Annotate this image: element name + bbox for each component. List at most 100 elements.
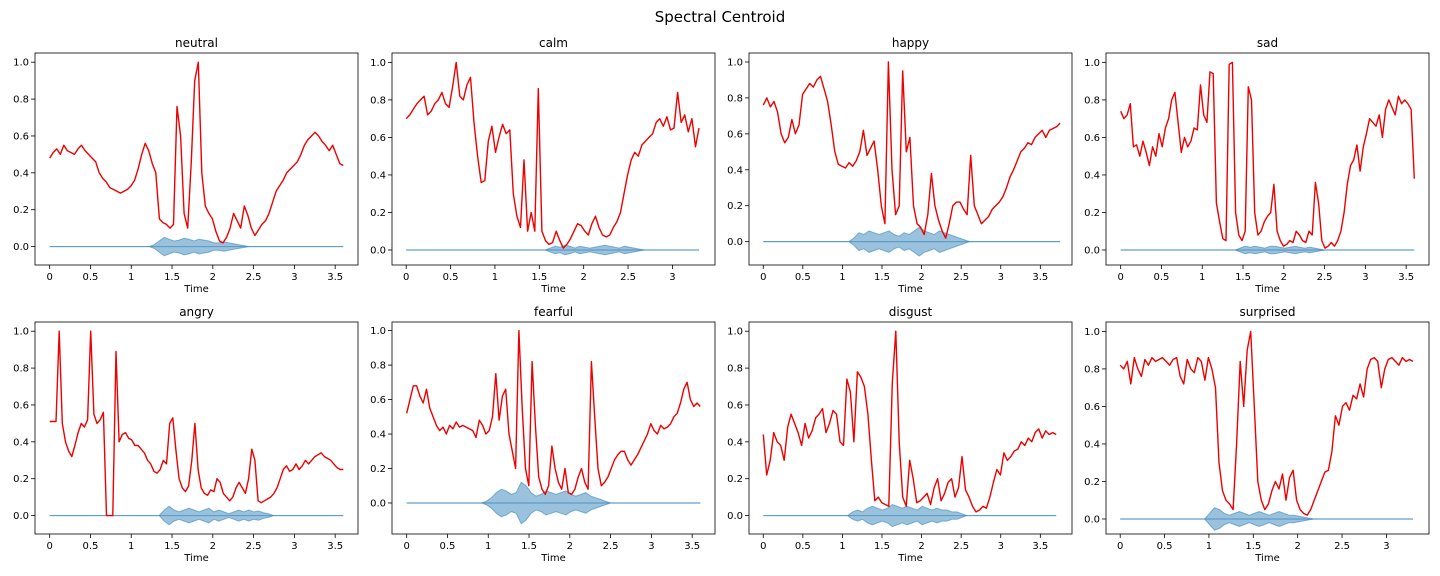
y-tick-label: 0.6 bbox=[727, 400, 743, 411]
x-tick-label: 2.5 bbox=[1334, 541, 1350, 552]
x-tick-label: 3.5 bbox=[684, 541, 700, 552]
y-tick-label: 0.8 bbox=[1084, 95, 1100, 106]
y-tick-label: 0.8 bbox=[370, 361, 386, 372]
x-tick-label: 2.5 bbox=[246, 272, 262, 283]
axes-frame bbox=[1105, 321, 1430, 535]
x-tick-label: 1.5 bbox=[164, 272, 180, 283]
y-tick-label: 0.0 bbox=[13, 242, 29, 253]
y-tick-label: 0.4 bbox=[370, 430, 386, 441]
x-tick-label: 3 bbox=[648, 541, 654, 552]
x-tick-label: 2 bbox=[918, 541, 924, 552]
x-tick-label: 1 bbox=[1199, 272, 1205, 283]
subplot-happy: happy 0 0.5 1 1.5 2 2.5 3 3.5 0.0 0.2 0.4 0.6 0.8 1.0 T… bbox=[727, 36, 1073, 295]
y-tick-label: 0.0 bbox=[1084, 245, 1100, 256]
subplot-title: happy bbox=[892, 36, 929, 50]
x-tick-label: 3 bbox=[291, 541, 297, 552]
y-tick-label: 0.8 bbox=[727, 93, 743, 104]
axes-frame bbox=[34, 52, 359, 266]
x-axis-label: Time bbox=[183, 553, 208, 564]
y-tick-label: 0.4 bbox=[1084, 439, 1100, 450]
y-tick-label: 0.2 bbox=[370, 464, 386, 475]
y-tick-label: 0.6 bbox=[727, 129, 743, 140]
x-tick-label: 2 bbox=[567, 541, 573, 552]
x-tick-label: 3 bbox=[1383, 541, 1389, 552]
centroid-line bbox=[406, 329, 701, 496]
subplot-calm: calm 0 0.5 1 1.5 2 2.5 3 0.0 0.2 0.4 0.6 0.8 1.0 Time bbox=[370, 36, 716, 295]
x-tick-label: 3.5 bbox=[1032, 541, 1048, 552]
y-tick-label: 0.2 bbox=[370, 208, 386, 219]
axes-frame bbox=[391, 321, 716, 535]
x-tick-label: 0.5 bbox=[83, 272, 99, 283]
x-tick-label: 2.5 bbox=[246, 541, 262, 552]
x-tick-label: 0 bbox=[46, 272, 52, 283]
x-axis-label: Time bbox=[540, 284, 565, 295]
y-tick-label: 1.0 bbox=[1084, 58, 1100, 69]
y-tick-label: 0.0 bbox=[727, 511, 743, 522]
plot-area bbox=[406, 329, 701, 525]
x-axis-label: Time bbox=[897, 284, 922, 295]
x-tick-label: 3.5 bbox=[327, 272, 343, 283]
x-tick-label: 2.5 bbox=[1317, 272, 1333, 283]
subplot-title: calm bbox=[539, 36, 568, 50]
x-tick-label: 2.5 bbox=[953, 541, 969, 552]
y-tick-label: 0.8 bbox=[370, 95, 386, 106]
x-tick-label: 0.5 bbox=[83, 541, 99, 552]
x-tick-label: 1 bbox=[128, 272, 134, 283]
y-tick-label: 1.0 bbox=[370, 326, 386, 337]
x-tick-label: 1.5 bbox=[874, 272, 890, 283]
x-axis-label: Time bbox=[1254, 284, 1279, 295]
x-tick-label: 0 bbox=[760, 541, 766, 552]
x-tick-label: 0 bbox=[46, 541, 52, 552]
x-tick-label: 2.5 bbox=[603, 541, 619, 552]
plot-area bbox=[1120, 61, 1415, 255]
x-tick-label: 0 bbox=[760, 272, 766, 283]
plot-area bbox=[1119, 330, 1414, 531]
x-tick-label: 1.5 bbox=[874, 541, 890, 552]
y-tick-label: 0.2 bbox=[727, 201, 743, 212]
axes-frame bbox=[748, 52, 1073, 266]
y-tick-label: 1.0 bbox=[13, 58, 29, 69]
y-tick-label: 0.4 bbox=[1084, 170, 1100, 181]
x-tick-label: 1 bbox=[1206, 541, 1212, 552]
subplot-surprised: surprised 0 0.5 1 1.5 2 2.5 3 0.0 0.2 0.4 0.6 0.8 1.0… bbox=[1084, 305, 1430, 564]
x-tick-label: 3.5 bbox=[327, 541, 343, 552]
x-tick-label: 2 bbox=[1281, 272, 1287, 283]
y-tick-label: 0.0 bbox=[727, 237, 743, 248]
x-tick-label: 2 bbox=[580, 272, 586, 283]
subplot-sad: sad 0 0.5 1 1.5 2 2.5 3 3.5 0.0 0.2 0.4 0.6 0.8 1.0 Tim… bbox=[1084, 36, 1430, 295]
y-tick-label: 0.2 bbox=[1084, 477, 1100, 488]
x-axis-label: Time bbox=[183, 284, 208, 295]
x-tick-label: 0.5 bbox=[440, 541, 456, 552]
x-tick-label: 1.5 bbox=[521, 541, 537, 552]
x-tick-label: 2 bbox=[918, 272, 924, 283]
axes-frame bbox=[748, 321, 1073, 535]
x-tick-label: 0 bbox=[1117, 541, 1123, 552]
x-tick-label: 2 bbox=[210, 272, 216, 283]
y-tick-label: 1.0 bbox=[727, 327, 743, 338]
y-tick-label: 0.4 bbox=[727, 165, 743, 176]
axes-frame bbox=[34, 321, 359, 535]
x-tick-label: 2 bbox=[210, 541, 216, 552]
y-tick-label: 0.4 bbox=[370, 170, 386, 181]
y-tick-label: 0.2 bbox=[1084, 208, 1100, 219]
x-tick-label: 2 bbox=[1294, 541, 1300, 552]
axes-frame bbox=[1105, 52, 1430, 266]
x-tick-label: 0.5 bbox=[443, 272, 459, 283]
x-tick-label: 1 bbox=[485, 541, 491, 552]
y-tick-label: 0.0 bbox=[1084, 514, 1100, 525]
y-tick-label: 0.6 bbox=[1084, 402, 1100, 413]
x-tick-label: 0 bbox=[403, 541, 409, 552]
centroid-line bbox=[762, 330, 1057, 513]
x-tick-label: 3.5 bbox=[1032, 272, 1048, 283]
subplot-title: angry bbox=[179, 305, 214, 319]
y-tick-label: 1.0 bbox=[13, 327, 29, 338]
y-tick-label: 1.0 bbox=[1084, 327, 1100, 338]
x-tick-label: 1 bbox=[839, 272, 845, 283]
y-tick-label: 0.6 bbox=[370, 395, 386, 406]
x-axis-label: Time bbox=[540, 553, 565, 564]
centroid-line bbox=[1120, 61, 1415, 249]
y-tick-label: 0.6 bbox=[13, 131, 29, 142]
x-tick-label: 1.5 bbox=[1245, 541, 1261, 552]
x-tick-label: 1 bbox=[492, 272, 498, 283]
x-tick-label: 0 bbox=[1117, 272, 1123, 283]
